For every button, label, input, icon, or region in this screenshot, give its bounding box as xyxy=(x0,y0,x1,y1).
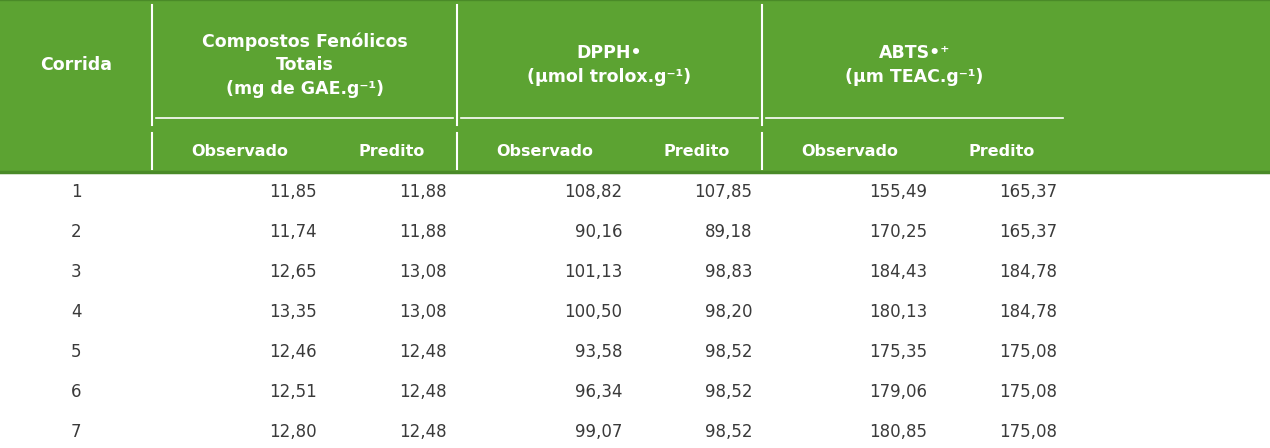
Text: 11,74: 11,74 xyxy=(269,223,318,241)
Text: 165,37: 165,37 xyxy=(999,223,1057,241)
Text: 1: 1 xyxy=(71,183,81,201)
Text: Observado: Observado xyxy=(190,143,288,159)
Text: 184,43: 184,43 xyxy=(869,263,927,281)
Text: 108,82: 108,82 xyxy=(564,183,622,201)
Text: Predito: Predito xyxy=(359,143,425,159)
Text: 11,88: 11,88 xyxy=(399,183,447,201)
Bar xyxy=(0,0,1270,172)
Text: DPPH•
(μmol trolox.g⁻¹): DPPH• (μmol trolox.g⁻¹) xyxy=(527,44,692,86)
Text: 184,78: 184,78 xyxy=(999,263,1057,281)
Text: 175,35: 175,35 xyxy=(869,343,927,361)
Text: 179,06: 179,06 xyxy=(869,383,927,401)
Text: 98,52: 98,52 xyxy=(705,343,752,361)
Text: 3: 3 xyxy=(71,263,81,281)
Text: 98,83: 98,83 xyxy=(705,263,752,281)
Text: 2: 2 xyxy=(71,223,81,241)
Text: 12,48: 12,48 xyxy=(399,423,447,441)
Text: 6: 6 xyxy=(71,383,81,401)
Text: 13,08: 13,08 xyxy=(399,263,447,281)
Text: 175,08: 175,08 xyxy=(999,343,1057,361)
Text: ABTS•⁺
(μm TEAC.g⁻¹): ABTS•⁺ (μm TEAC.g⁻¹) xyxy=(846,44,984,86)
Text: 11,85: 11,85 xyxy=(269,183,318,201)
Text: Observado: Observado xyxy=(497,143,593,159)
Text: 96,34: 96,34 xyxy=(574,383,622,401)
Text: 107,85: 107,85 xyxy=(693,183,752,201)
Text: 101,13: 101,13 xyxy=(564,263,622,281)
Text: 12,65: 12,65 xyxy=(269,263,318,281)
Text: 4: 4 xyxy=(71,303,81,321)
Text: 12,80: 12,80 xyxy=(269,423,318,441)
Text: 12,48: 12,48 xyxy=(399,383,447,401)
Text: 184,78: 184,78 xyxy=(999,303,1057,321)
Text: 165,37: 165,37 xyxy=(999,183,1057,201)
Bar xyxy=(0,172,1270,448)
Text: 93,58: 93,58 xyxy=(574,343,622,361)
Text: 100,50: 100,50 xyxy=(564,303,622,321)
Text: 5: 5 xyxy=(71,343,81,361)
Text: 89,18: 89,18 xyxy=(705,223,752,241)
Text: 155,49: 155,49 xyxy=(869,183,927,201)
Text: 11,88: 11,88 xyxy=(399,223,447,241)
Text: 98,52: 98,52 xyxy=(705,423,752,441)
Text: Observado: Observado xyxy=(801,143,898,159)
Text: 12,48: 12,48 xyxy=(399,343,447,361)
Text: 170,25: 170,25 xyxy=(869,223,927,241)
Text: 13,35: 13,35 xyxy=(269,303,318,321)
Text: 180,85: 180,85 xyxy=(869,423,927,441)
Text: 98,52: 98,52 xyxy=(705,383,752,401)
Text: Compostos Fenólicos
Totais
(mg de GAE.g⁻¹): Compostos Fenólicos Totais (mg de GAE.g⁻… xyxy=(202,32,408,98)
Text: 12,46: 12,46 xyxy=(269,343,318,361)
Text: 99,07: 99,07 xyxy=(574,423,622,441)
Text: 98,20: 98,20 xyxy=(705,303,752,321)
Text: 7: 7 xyxy=(71,423,81,441)
Text: 12,51: 12,51 xyxy=(269,383,318,401)
Text: Corrida: Corrida xyxy=(39,56,112,74)
Text: 13,08: 13,08 xyxy=(399,303,447,321)
Text: Predito: Predito xyxy=(969,143,1035,159)
Text: 90,16: 90,16 xyxy=(574,223,622,241)
Text: 175,08: 175,08 xyxy=(999,383,1057,401)
Text: 180,13: 180,13 xyxy=(869,303,927,321)
Text: 175,08: 175,08 xyxy=(999,423,1057,441)
Text: Predito: Predito xyxy=(664,143,730,159)
